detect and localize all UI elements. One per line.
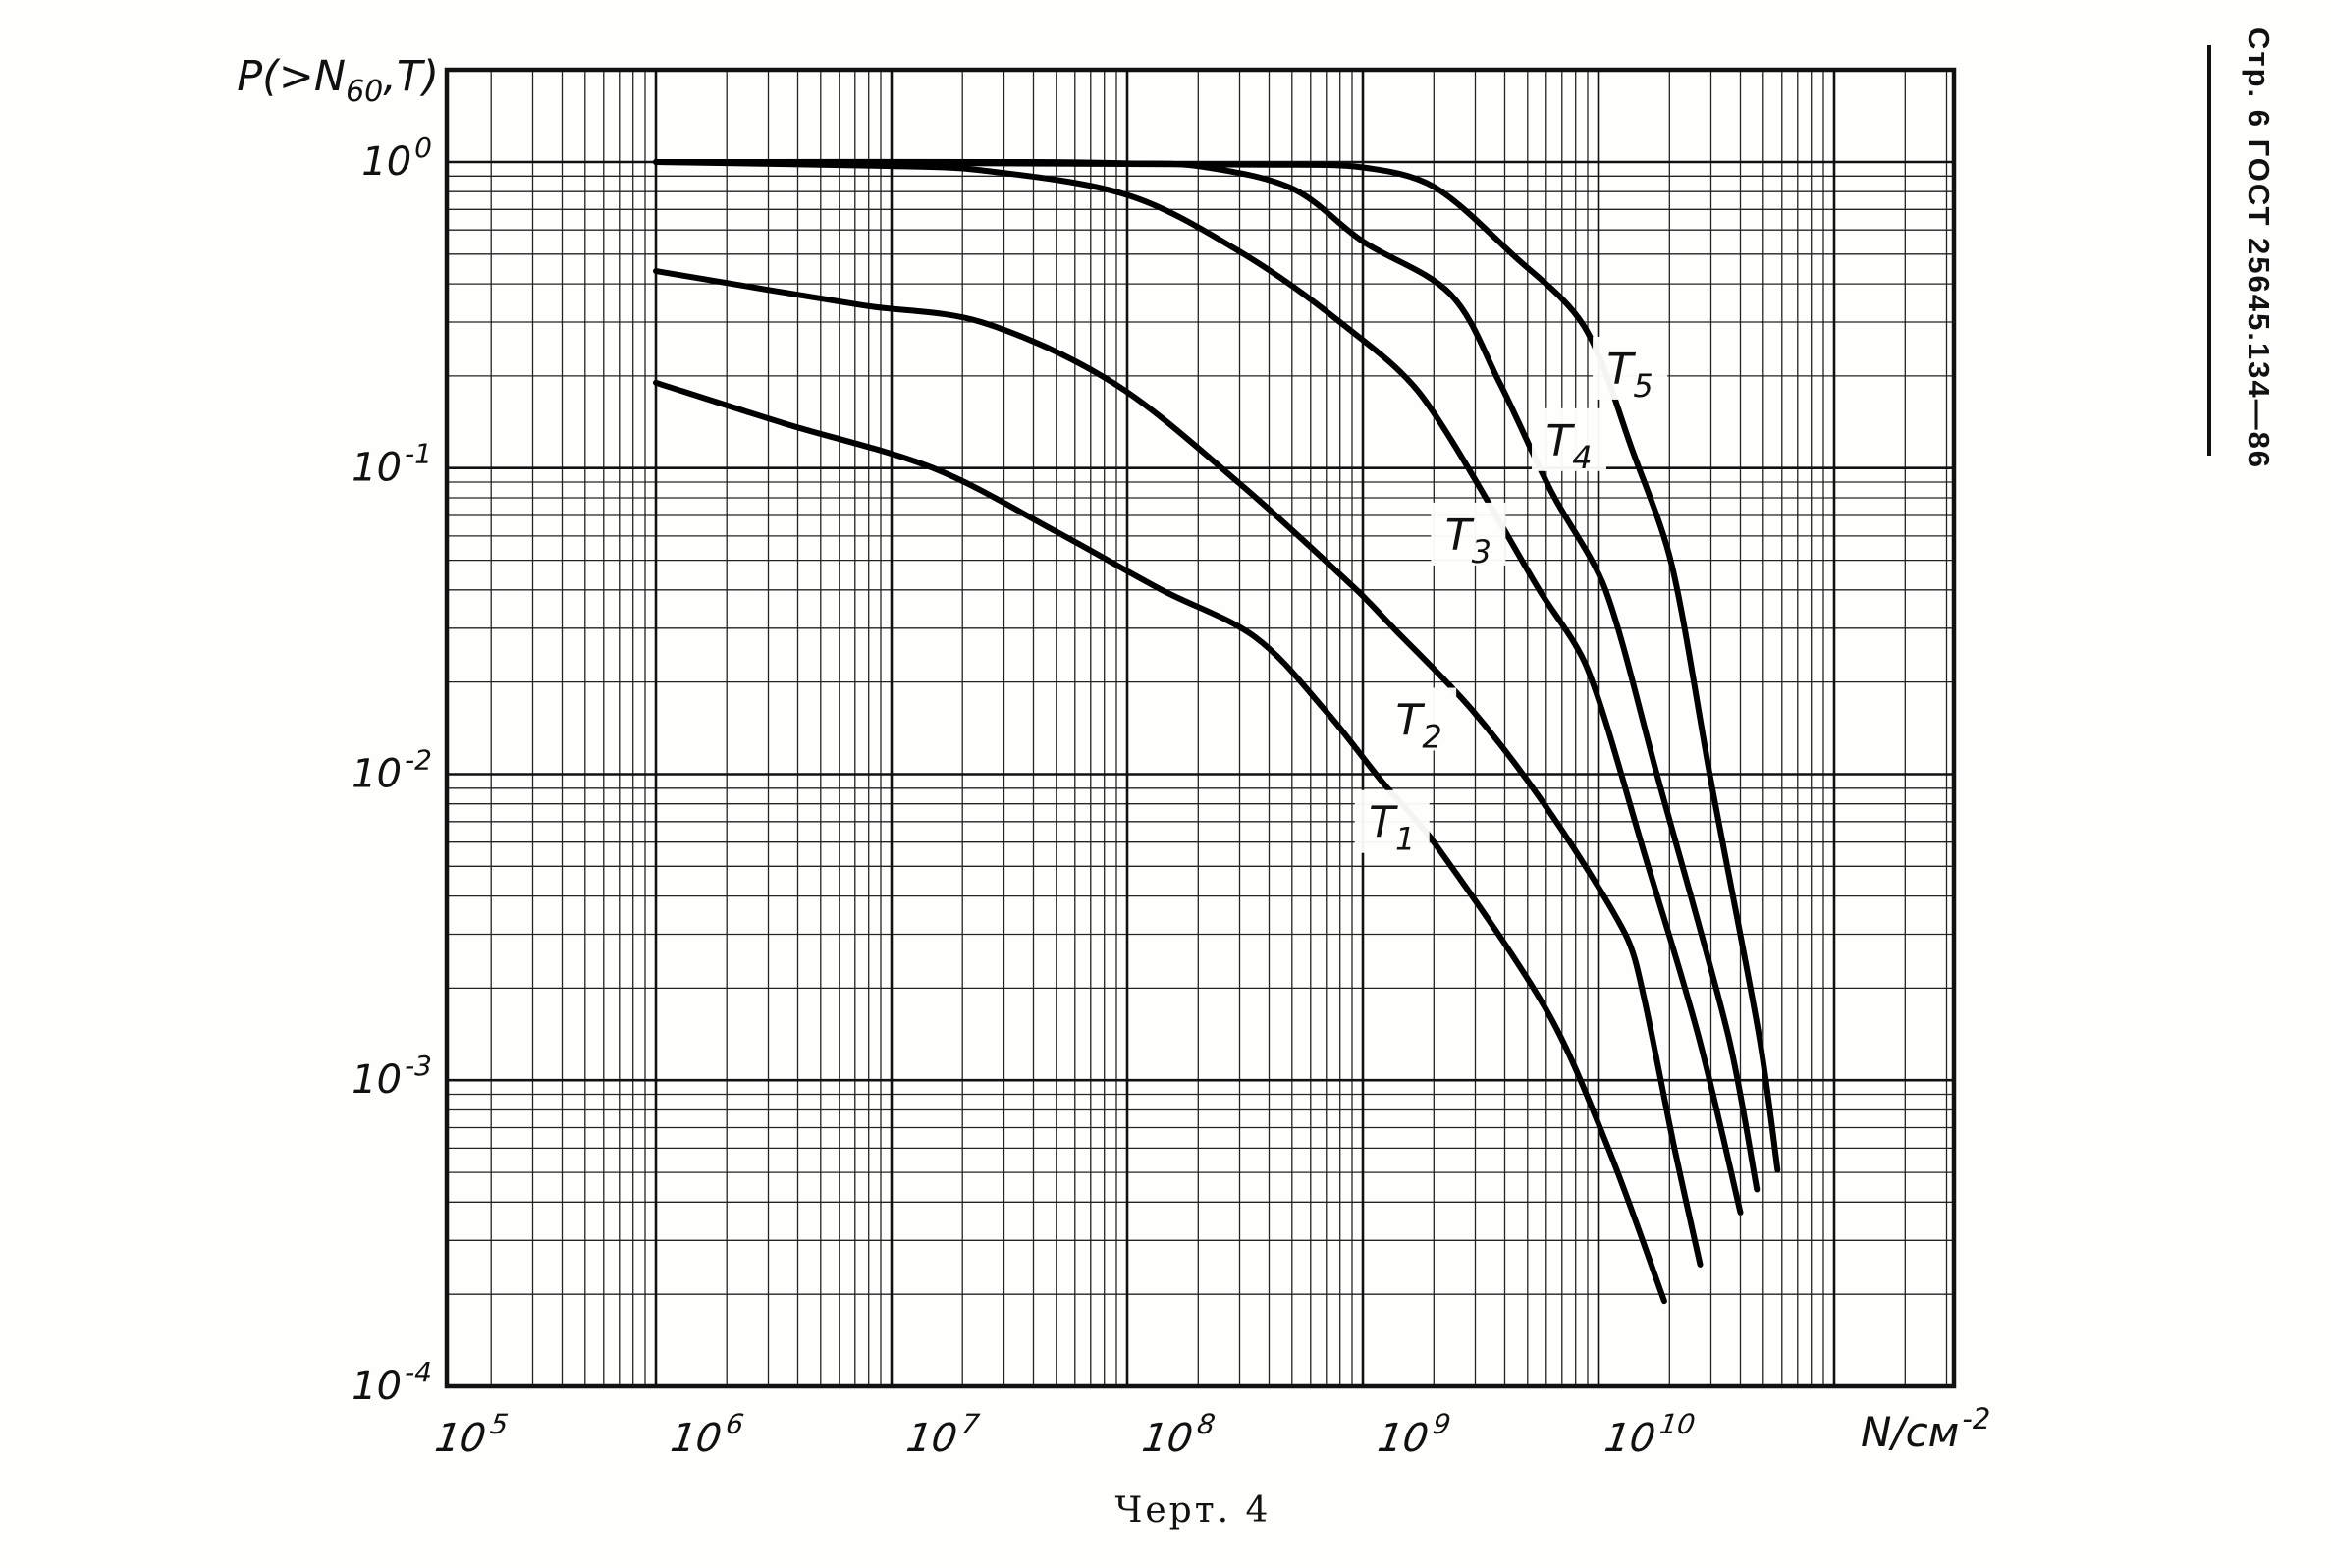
curve-label-T1: T1	[1369, 798, 1415, 858]
x-axis-title: N/см -2	[1861, 1402, 1990, 1456]
curve-T3	[653, 159, 1744, 1216]
curve-label-halo-T4	[1532, 407, 1607, 471]
y-tick-label: 10 -3	[352, 1050, 432, 1103]
x-tick-label: 108	[1139, 1408, 1217, 1461]
x-tick-label: 109	[1375, 1408, 1452, 1461]
grid-minor	[447, 70, 1954, 1386]
curve-label-T5: T5	[1606, 345, 1653, 405]
y-tick-label: 10 0	[361, 132, 432, 185]
curve-label-halo-T2	[1382, 687, 1457, 751]
y-tick-label: 10 -1	[352, 438, 432, 491]
curve-label-T2: T2	[1396, 696, 1442, 756]
x-tick-label: 1010	[1601, 1408, 1697, 1461]
curve-T2	[653, 268, 1704, 1268]
y-axis-title: P(>N60,T)	[237, 52, 439, 109]
x-tick-label: 106	[668, 1408, 745, 1461]
y-tick-label: 10 -4	[352, 1356, 432, 1409]
header-rule	[2207, 45, 2211, 456]
page-header: Стр. 6 ГОСТ 25645.134—86	[2242, 27, 2276, 470]
grid-major	[447, 70, 1954, 1386]
curve-label-halo-T1	[1354, 789, 1430, 853]
figure-caption: Черт. 4	[1114, 1490, 1272, 1531]
curve-label-T4: T4	[1545, 416, 1592, 476]
curve-T5	[653, 159, 1781, 1173]
curve-label-halo-T3	[1431, 502, 1506, 566]
y-tick-label: 10 -2	[352, 743, 432, 796]
curve-label-T3: T3	[1445, 511, 1491, 570]
x-tick-label: 107	[903, 1408, 981, 1461]
x-tick-label: 105	[432, 1408, 510, 1461]
curve-T1	[653, 379, 1667, 1305]
plot-frame	[444, 67, 1957, 1389]
x-axis-tick-labels: 105 106 107 108 109 1010	[432, 1408, 1697, 1461]
curve-label-halo-T5	[1593, 336, 1668, 400]
